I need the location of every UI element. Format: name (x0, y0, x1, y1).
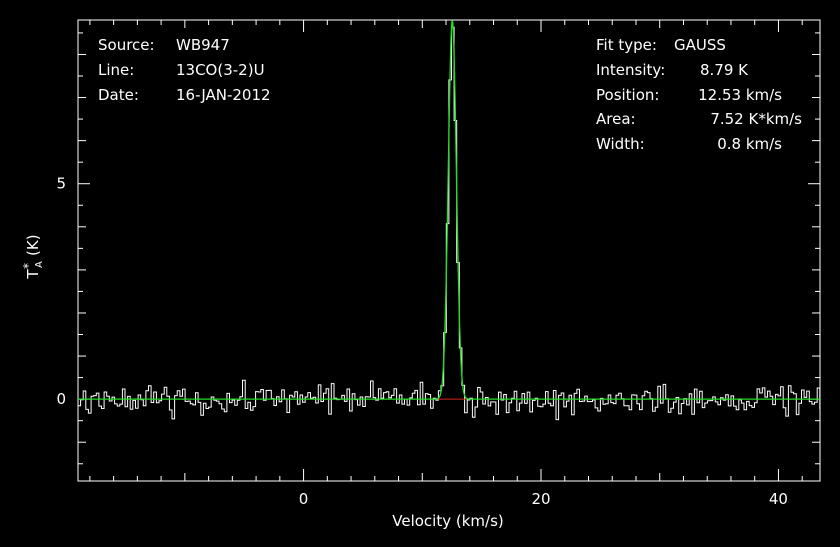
y-tick-label: 5 (56, 175, 66, 193)
y-axis-label-main: T (24, 269, 42, 280)
tick-marks (78, 20, 820, 481)
info-right: Fit type: GAUSS Intensity: 8.79 K Positi… (596, 36, 802, 153)
y-axis-label-sub: A (34, 261, 45, 268)
area-value: 7.52 K*km/s (710, 110, 802, 128)
position-value: 12.53 km/s (698, 86, 782, 104)
x-tick-label: 20 (531, 490, 550, 508)
plot-frame (77, 19, 821, 482)
position-key: Position: (596, 86, 659, 104)
date-value: 16-JAN-2012 (176, 86, 271, 104)
line-key: Line: (98, 61, 134, 79)
gaussian-fit-line (78, 20, 820, 400)
line-value: 13CO(3-2)U (176, 61, 265, 79)
y-axis-label-unit: (K) (24, 234, 42, 256)
source-key: Source: (98, 36, 155, 54)
y-tick-label: 0 (56, 390, 66, 408)
width-key: Width: (596, 135, 645, 153)
y-axis-label: T A * (K) (21, 234, 45, 279)
x-tick-label: 0 (299, 490, 309, 508)
x-axis-label: Velocity (km/s) (392, 512, 503, 530)
source-value: WB947 (176, 36, 230, 54)
intensity-key: Intensity: (596, 61, 665, 79)
width-value: 0.8 km/s (717, 135, 782, 153)
date-key: Date: (98, 86, 139, 104)
y-axis-label-sup: * (21, 263, 35, 269)
axes-frame (77, 19, 821, 482)
spectrum-line (78, 26, 821, 421)
intensity-value: 8.79 K (700, 61, 749, 79)
info-left: Source: WB947 Line: 13CO(3-2)U Date: 16-… (98, 36, 271, 104)
fit-type-value: GAUSS (674, 36, 726, 54)
area-key: Area: (596, 110, 636, 128)
tick-labels: 0 20 40 0 5 (56, 175, 788, 508)
x-tick-label: 40 (769, 490, 788, 508)
fit-type-key: Fit type: (596, 36, 657, 54)
